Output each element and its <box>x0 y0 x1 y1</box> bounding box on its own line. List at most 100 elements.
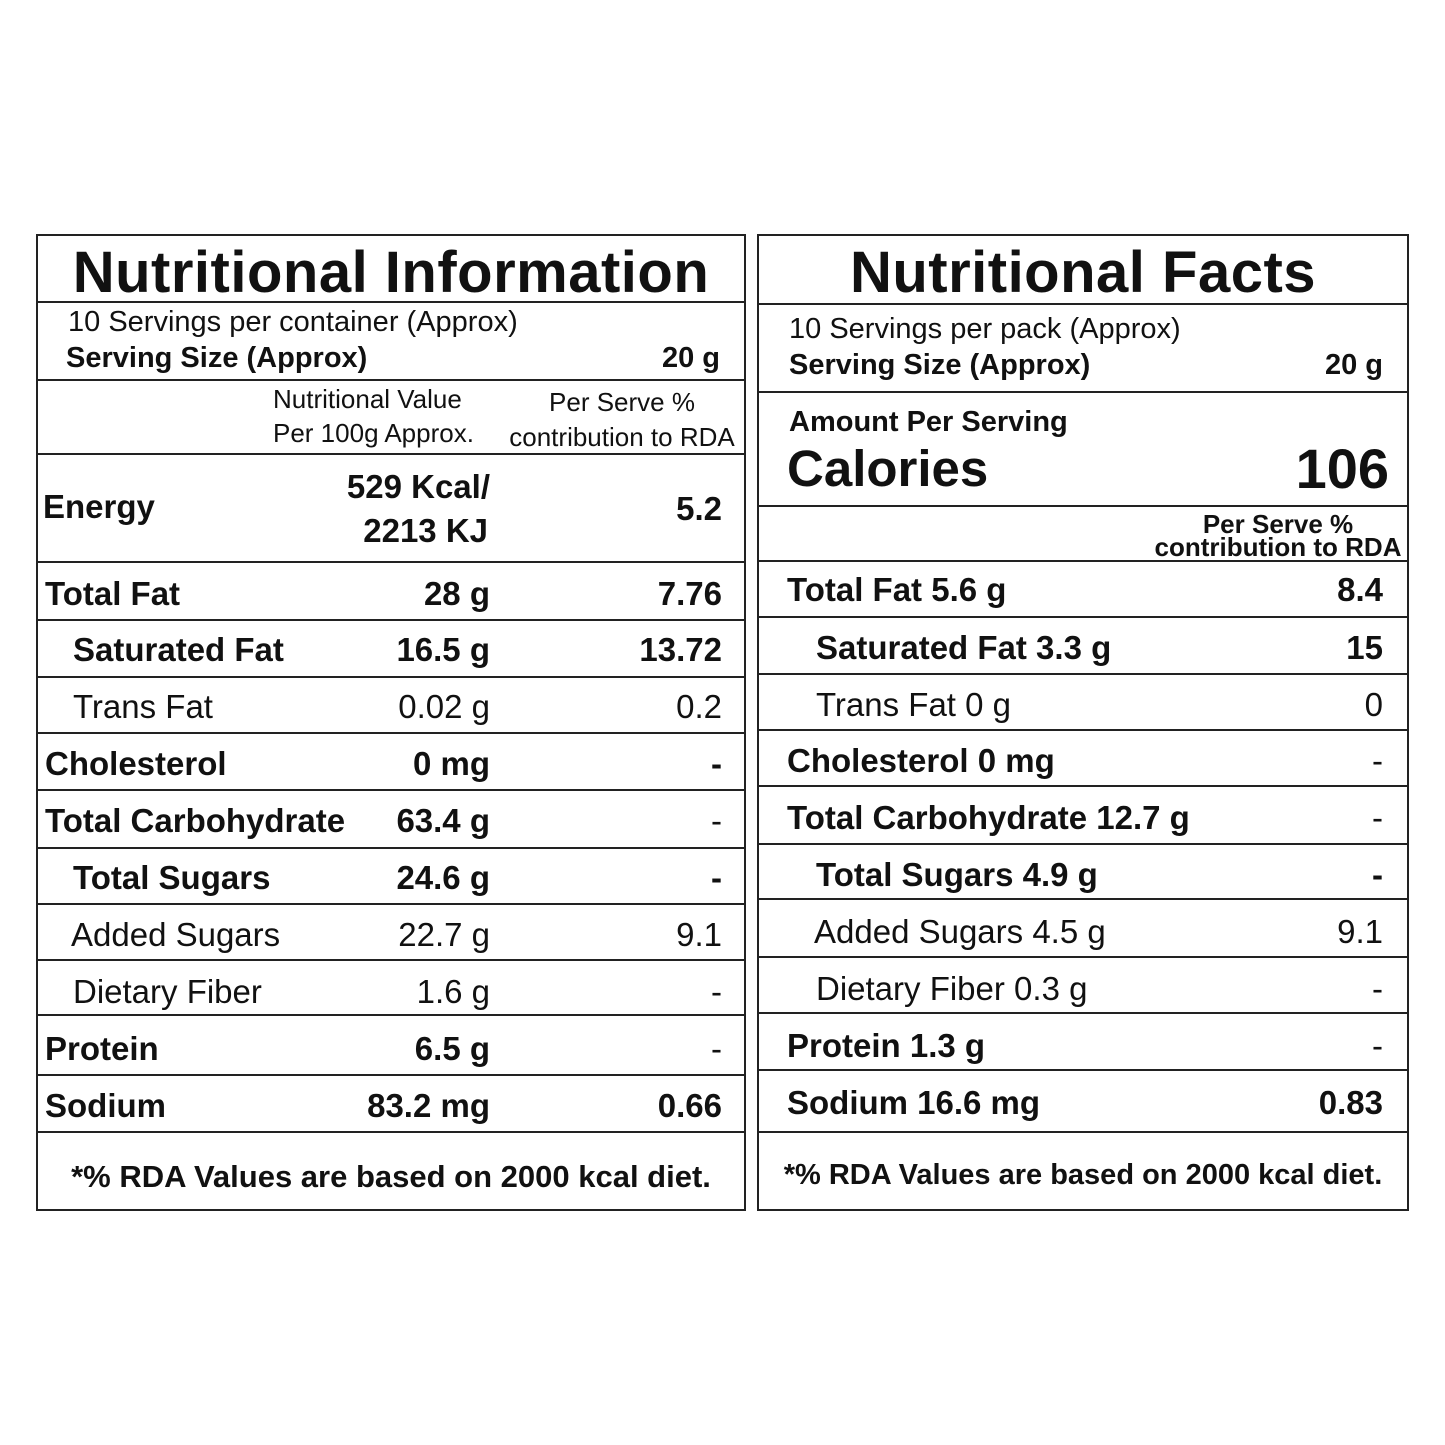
row-label-sodium: Sodium 16.6 mg <box>787 1084 1041 1121</box>
divider <box>759 1012 1407 1014</box>
serving-size-value: 20 g <box>1324 349 1383 381</box>
column-header-rda-line2: contribution to RDA <box>509 422 735 452</box>
row-rda-trans-fat: 0 <box>1364 686 1383 723</box>
divider <box>38 732 744 734</box>
column-header-per-100g-line1: Nutritional Value <box>273 384 462 414</box>
row-label-trans-fat: Trans Fat <box>73 688 213 725</box>
row-label-cholesterol: Cholesterol 0 mg <box>787 742 1055 779</box>
divider <box>759 391 1407 393</box>
row-label-protein: Protein 1.3 g <box>787 1027 986 1064</box>
row-rda-total-carbohydrate: - <box>1372 799 1383 836</box>
divider <box>759 1131 1407 1133</box>
row-rda-protein: - <box>1372 1027 1383 1064</box>
row-label-trans-fat: Trans Fat 0 g <box>816 686 1012 723</box>
row-value-saturated-fat: 16.5 g <box>396 631 490 668</box>
row-label-cholesterol: Cholesterol <box>45 745 227 782</box>
row-value-total-sugars: 24.6 g <box>396 859 490 896</box>
footnote: *% RDA Values are based on 2000 kcal die… <box>71 1159 711 1194</box>
energy-rda: 5.2 <box>676 490 722 527</box>
row-label-added-sugars: Added Sugars 4.5 g <box>814 913 1106 950</box>
row-label-saturated-fat: Saturated Fat 3.3 g <box>816 629 1112 666</box>
serving-size-value: 20 g <box>661 342 720 374</box>
divider <box>38 301 744 303</box>
calories-label: Calories <box>787 440 989 497</box>
nutritional-information-panel: Nutritional Information 10 Servings per … <box>36 234 746 1211</box>
row-rda-total-fat: 8.4 <box>1337 571 1383 608</box>
divider <box>38 561 744 563</box>
column-header-rda-line2: contribution to RDA <box>1154 532 1402 562</box>
row-rda-total-sugars: - <box>711 859 722 896</box>
divider <box>38 1074 744 1076</box>
row-rda-cholesterol: - <box>711 745 722 782</box>
row-value-total-fat: 28 g <box>423 575 490 612</box>
serving-size-label: Serving Size (Approx) <box>789 349 1091 381</box>
energy-value-kj: 2213 KJ <box>363 512 488 549</box>
panel-title: Nutritional Facts <box>849 240 1317 305</box>
row-rda-sodium: 0.66 <box>657 1087 722 1124</box>
row-rda-saturated-fat: 13.72 <box>639 631 722 668</box>
divider <box>38 453 744 455</box>
row-label-total-sugars: Total Sugars <box>73 859 271 896</box>
energy-label: Energy <box>43 488 155 525</box>
row-label-saturated-fat: Saturated Fat <box>73 631 284 668</box>
amount-per-serving: Amount Per Serving <box>789 406 1068 438</box>
row-rda-saturated-fat: 15 <box>1346 629 1383 666</box>
divider <box>759 898 1407 900</box>
row-value-cholesterol: 0 mg <box>412 745 490 782</box>
divider <box>759 956 1407 958</box>
row-label-total-sugars: Total Sugars 4.9 g <box>816 856 1098 893</box>
divider <box>38 847 744 849</box>
servings-per-container: 10 Servings per container (Approx) <box>68 306 518 338</box>
row-value-sodium: 83.2 mg <box>367 1087 490 1124</box>
row-label-sodium: Sodium <box>45 1087 166 1124</box>
divider <box>38 903 744 905</box>
row-rda-protein: - <box>711 1030 722 1067</box>
nutritional-facts-panel: Nutritional Facts 10 Servings per pack (… <box>757 234 1409 1211</box>
row-value-total-carbohydrate: 63.4 g <box>396 802 490 839</box>
row-label-protein: Protein <box>45 1030 159 1067</box>
row-rda-added-sugars: 9.1 <box>1337 913 1383 950</box>
divider <box>759 616 1407 618</box>
divider <box>759 303 1407 305</box>
divider <box>759 843 1407 845</box>
divider <box>759 1069 1407 1071</box>
column-header-rda-line1: Per Serve % <box>549 387 695 417</box>
divider <box>38 1131 744 1133</box>
calories-value: 106 <box>1295 437 1389 500</box>
row-rda-added-sugars: 9.1 <box>676 916 722 953</box>
row-label-total-carbohydrate: Total Carbohydrate <box>45 802 346 839</box>
row-value-protein: 6.5 g <box>414 1030 490 1067</box>
divider <box>38 789 744 791</box>
row-label-dietary-fiber: Dietary Fiber 0.3 g <box>816 970 1088 1007</box>
divider <box>38 959 744 961</box>
row-label-added-sugars: Added Sugars <box>71 916 281 953</box>
row-value-trans-fat: 0.02 g <box>398 688 490 725</box>
row-value-added-sugars: 22.7 g <box>398 916 490 953</box>
row-rda-total-sugars: - <box>1372 856 1383 893</box>
divider <box>38 676 744 678</box>
divider <box>38 1014 744 1016</box>
serving-size-label: Serving Size (Approx) <box>66 342 368 374</box>
divider <box>759 673 1407 675</box>
divider <box>759 505 1407 507</box>
row-label-total-fat: Total Fat 5.6 g <box>787 571 1007 608</box>
divider <box>38 619 744 621</box>
column-header-per-100g-line2: Per 100g Approx. <box>273 418 474 448</box>
row-label-total-fat: Total Fat <box>45 575 181 612</box>
divider <box>38 379 744 381</box>
row-rda-total-fat: 7.76 <box>657 575 722 612</box>
row-rda-sodium: 0.83 <box>1318 1084 1383 1121</box>
panel-title: Nutritional Information <box>72 240 710 305</box>
energy-value-kcal: 529 Kcal/ <box>346 468 490 505</box>
divider <box>759 560 1407 562</box>
divider <box>759 785 1407 787</box>
row-rda-dietary-fiber: - <box>1372 970 1383 1007</box>
footnote: *% RDA Values are based on 2000 kcal die… <box>783 1159 1383 1191</box>
row-rda-total-carbohydrate: - <box>711 802 722 839</box>
row-rda-trans-fat: 0.2 <box>676 688 722 725</box>
servings-per-pack: 10 Servings per pack (Approx) <box>789 313 1181 345</box>
row-label-total-carbohydrate: Total Carbohydrate 12.7 g <box>787 799 1190 836</box>
row-value-dietary-fiber: 1.6 g <box>416 973 490 1010</box>
row-label-dietary-fiber: Dietary Fiber <box>73 973 262 1010</box>
row-rda-cholesterol: - <box>1372 742 1383 779</box>
